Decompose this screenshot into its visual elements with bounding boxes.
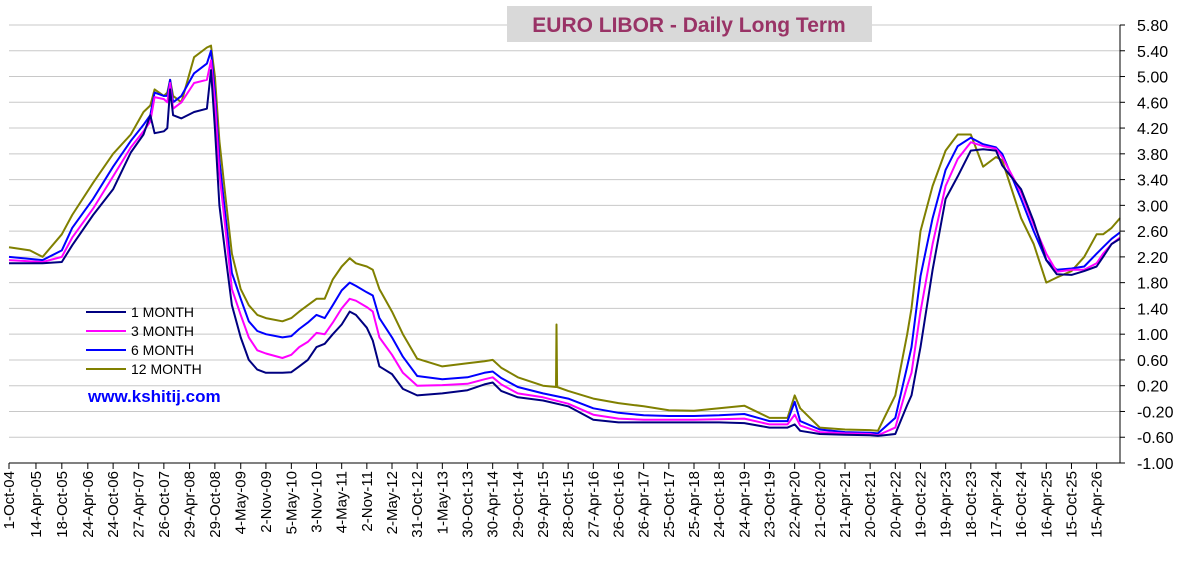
x-tick-label: 21-Oct-20 xyxy=(812,471,829,538)
y-tick-label: 3.80 xyxy=(1137,147,1168,164)
x-tick-label: 19-Apr-23 xyxy=(938,471,955,538)
x-tick-label: 18-Oct-05 xyxy=(54,471,71,538)
x-tick-label: 29-Oct-14 xyxy=(510,471,527,538)
x-tick-label: 24-Apr-19 xyxy=(736,471,753,538)
y-tick-label: 0.60 xyxy=(1137,353,1168,370)
legend-label: 1 MONTH xyxy=(131,304,194,320)
chart-title-box: EURO LIBOR - Daily Long Term xyxy=(507,6,872,42)
x-tick-label: 4-May-11 xyxy=(334,471,351,533)
x-tick-label: 25-Apr-18 xyxy=(686,471,703,538)
y-tick-label: 3.40 xyxy=(1137,173,1168,190)
x-tick-label: 20-Apr-22 xyxy=(887,471,904,538)
y-tick-label: 1.40 xyxy=(1137,301,1168,318)
x-tick-label: 26-Apr-17 xyxy=(636,471,653,538)
legend-label: 6 MONTH xyxy=(131,342,194,358)
x-tick-label: 16-Oct-24 xyxy=(1013,471,1030,538)
x-tick-label: 4-May-09 xyxy=(233,471,250,534)
x-tick-label: 2-Nov-11 xyxy=(359,471,376,532)
y-tick-label: 5.40 xyxy=(1137,44,1168,61)
x-tick-label: 1-May-13 xyxy=(434,471,451,534)
x-tick-label: 26-Oct-07 xyxy=(156,471,173,538)
series-line-3-month xyxy=(8,59,1121,437)
y-tick-label: 4.60 xyxy=(1137,95,1168,112)
y-tick-label: -0.20 xyxy=(1137,404,1174,421)
x-tick-label: 22-Apr-20 xyxy=(787,471,804,538)
y-tick-label: 1.80 xyxy=(1137,276,1168,293)
y-axis: 5.80 5.40 5.00 4.60 4.20 3.80 3.40 3.00 2.60 2.20… xyxy=(1119,18,1174,473)
watermark-link[interactable]: www.kshitij.com xyxy=(87,387,221,406)
y-tick-label: 3.00 xyxy=(1137,198,1168,215)
y-tick-label: 5.80 xyxy=(1137,18,1168,35)
y-tick-label: 0.20 xyxy=(1137,379,1168,396)
x-tick-label: 24-Oct-06 xyxy=(105,471,122,538)
x-tick-label: 15-Oct-25 xyxy=(1063,471,1080,538)
y-tick-label: 4.20 xyxy=(1137,121,1168,138)
x-tick-label: 21-Apr-21 xyxy=(837,471,854,538)
x-tick-label: 25-Oct-17 xyxy=(661,471,678,538)
y-tick-label: 2.60 xyxy=(1137,224,1168,241)
x-tick-label: 23-Oct-19 xyxy=(761,471,778,538)
x-tick-label: 15-Apr-26 xyxy=(1089,471,1106,538)
x-tick-label: 26-Oct-16 xyxy=(610,471,627,538)
x-tick-label: 27-Apr-16 xyxy=(585,471,602,538)
chart-title: EURO LIBOR - Daily Long Term xyxy=(532,14,845,37)
series-layer xyxy=(8,44,1121,437)
x-tick-label: 20-Oct-21 xyxy=(862,471,879,538)
x-tick-label: 30-Apr-14 xyxy=(485,471,502,538)
x-tick-label: 27-Apr-07 xyxy=(131,471,148,538)
x-tick-label: 24-Apr-06 xyxy=(80,471,97,538)
x-tick-label: 2-May-12 xyxy=(384,471,401,534)
x-tick-label: 5-May-10 xyxy=(283,471,300,534)
legend: 1 MONTH 3 MONTH 6 MONTH 12 MONTH xyxy=(86,304,202,377)
x-tick-label: 28-Oct-15 xyxy=(560,471,577,538)
x-tick-label: 31-Oct-12 xyxy=(409,471,426,538)
x-tick-label: 2-Nov-09 xyxy=(258,471,275,533)
x-axis: 1-Oct-04 14-Apr-05 18-Oct-05 24-Apr-06 24-Oc… xyxy=(1,462,1120,538)
x-tick-label: 17-Apr-24 xyxy=(988,471,1005,538)
x-tick-label: 16-Apr-25 xyxy=(1038,471,1055,538)
legend-label: 3 MONTH xyxy=(131,323,194,339)
y-tick-label: -1.00 xyxy=(1137,456,1174,473)
x-tick-label: 19-Oct-22 xyxy=(912,471,929,538)
y-tick-label: 2.20 xyxy=(1137,250,1168,267)
series-line-12-month xyxy=(8,44,1121,432)
legend-label: 12 MONTH xyxy=(131,361,202,377)
x-tick-label: 29-Oct-08 xyxy=(207,471,224,538)
x-tick-label: 3-Nov-10 xyxy=(309,471,326,533)
series-line-6-month xyxy=(8,49,1121,435)
y-tick-label: 5.00 xyxy=(1137,70,1168,87)
x-tick-label: 29-Apr-08 xyxy=(182,471,199,538)
x-tick-label: 24-Oct-18 xyxy=(711,471,728,538)
y-tick-label: -0.60 xyxy=(1137,430,1174,447)
x-tick-label: 18-Oct-23 xyxy=(963,471,980,538)
series-line-1-month xyxy=(9,69,1121,437)
x-tick-label: 14-Apr-05 xyxy=(28,471,45,538)
y-tick-label: 1.00 xyxy=(1137,327,1168,344)
x-tick-label: 30-Oct-13 xyxy=(460,471,477,538)
x-tick-label: 1-Oct-04 xyxy=(1,471,18,529)
x-tick-label: 29-Apr-15 xyxy=(535,471,552,538)
